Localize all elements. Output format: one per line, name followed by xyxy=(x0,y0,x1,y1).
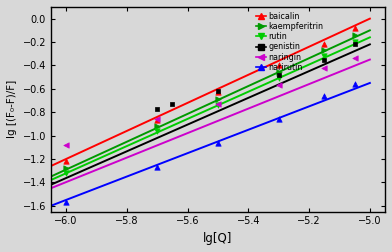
Point xyxy=(215,102,221,106)
Point xyxy=(276,70,282,74)
Point xyxy=(215,141,221,145)
Point xyxy=(154,117,160,121)
Point xyxy=(276,64,282,68)
Point xyxy=(321,48,327,52)
Point xyxy=(154,107,160,111)
Point xyxy=(215,90,221,94)
Point xyxy=(276,117,282,121)
Point xyxy=(169,102,176,106)
Point xyxy=(321,57,327,61)
Point xyxy=(63,143,69,147)
Legend: baicalin, kaempferitrin, rutin, genistin, naringin, narirutin: baicalin, kaempferitrin, rutin, genistin… xyxy=(256,11,324,73)
Point xyxy=(276,83,282,87)
Point xyxy=(63,171,69,175)
Point xyxy=(352,40,358,44)
Point xyxy=(63,200,69,204)
Point xyxy=(154,129,160,133)
Point xyxy=(154,165,160,169)
Point xyxy=(321,54,327,58)
Y-axis label: lg [(F₀-F)/F]: lg [(F₀-F)/F] xyxy=(7,80,17,138)
Point xyxy=(321,42,327,46)
Point xyxy=(154,118,160,122)
Point xyxy=(276,73,282,77)
Point xyxy=(215,97,221,101)
Point xyxy=(154,124,160,128)
Point xyxy=(352,33,358,37)
Point xyxy=(352,82,358,86)
Point xyxy=(63,159,69,163)
Point xyxy=(321,66,327,70)
X-axis label: lg[Q]: lg[Q] xyxy=(203,232,232,245)
Point xyxy=(352,42,358,46)
Point xyxy=(352,26,358,30)
Point xyxy=(215,89,221,93)
Point xyxy=(276,76,282,80)
Point xyxy=(215,103,221,107)
Point xyxy=(352,56,358,60)
Point xyxy=(63,166,69,170)
Point xyxy=(321,94,327,98)
